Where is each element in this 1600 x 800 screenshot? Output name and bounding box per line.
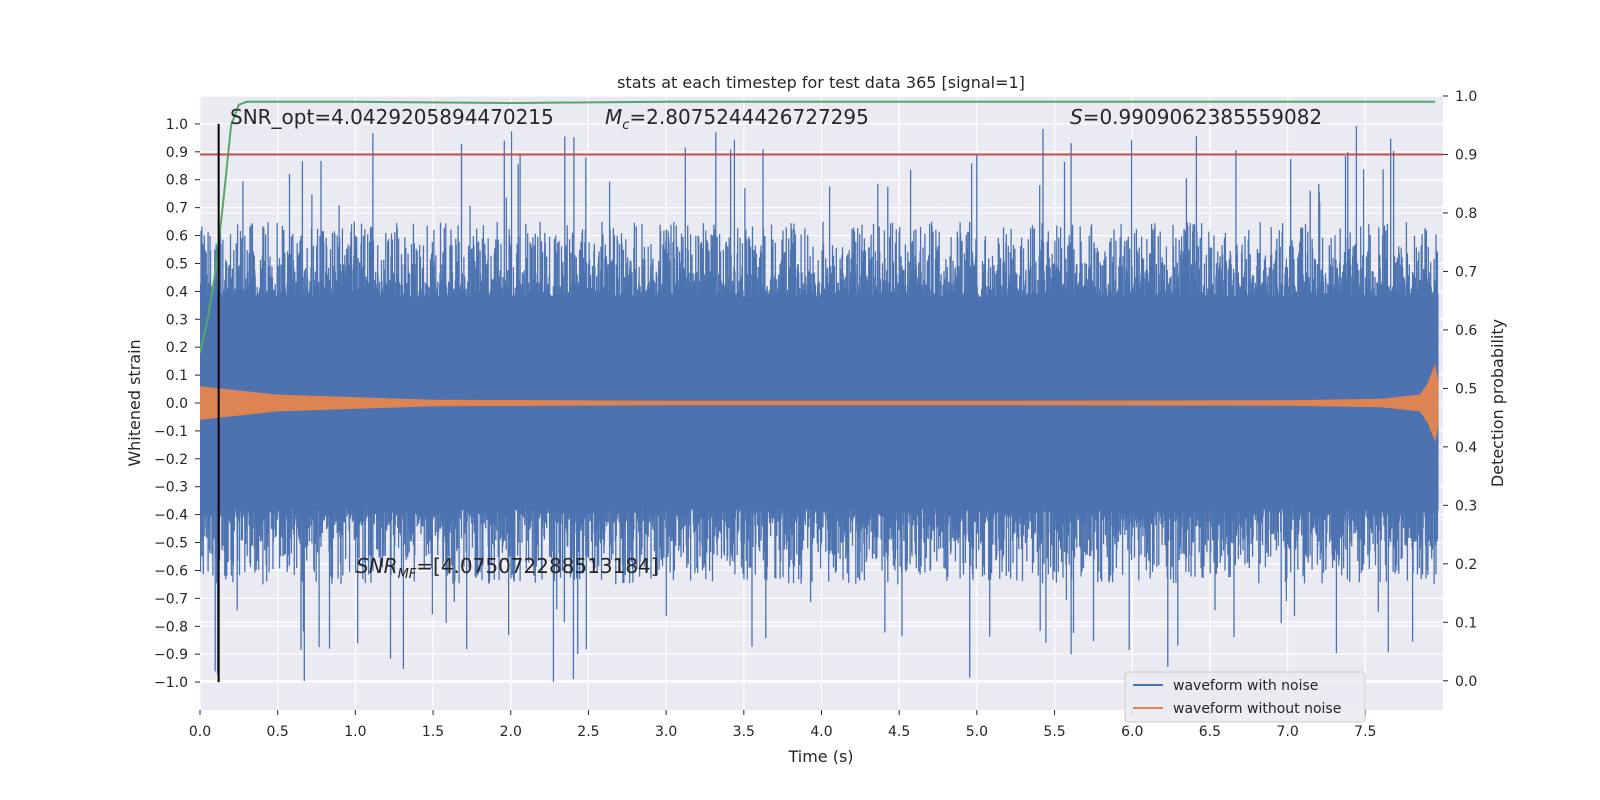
- y-tick-label: 0.8: [166, 173, 188, 189]
- y2-tick-label: 1.0: [1455, 89, 1477, 105]
- x-tick-label: 1.5: [422, 724, 444, 740]
- annotation-snr-mf: SNRMF=[4.075072288513184]: [356, 554, 659, 582]
- y-tick-label: 0.7: [166, 201, 188, 217]
- x-axis-label: Time (s): [787, 747, 853, 766]
- x-tick-label: 0.5: [267, 724, 289, 740]
- y2-axis-label: Detection probability: [1488, 319, 1507, 487]
- y-tick-label: 0.4: [166, 284, 188, 300]
- y2-tick-label: 0.5: [1455, 381, 1477, 397]
- ticks: 0.0 0.5 1.0 1.5 2.0 2.5 3.0 3.5 4.0 4.5 5.0 5.5 6.0 6…: [154, 89, 1477, 740]
- annotation-s-symbol: S: [1070, 105, 1083, 129]
- legend-label-noise: waveform with noise: [1173, 678, 1318, 694]
- x-tick-label: 3.5: [733, 724, 755, 740]
- y-tick-label: 0.6: [166, 229, 188, 245]
- y-tick-label: 0.9: [166, 145, 188, 161]
- y-tick-label: −0.7: [154, 591, 188, 607]
- annotation-s-value: =0.9909062385559082: [1083, 105, 1322, 129]
- y-tick-label: 0.2: [166, 340, 188, 356]
- chart-title: stats at each timestep for test data 365…: [617, 73, 1025, 92]
- y2-tick-label: 0.2: [1455, 557, 1477, 573]
- x-tick-label: 5.5: [1043, 724, 1065, 740]
- annotation-chirp-mass-value: =2.8075244426727295: [629, 105, 868, 129]
- series-clean-waveform: [200, 363, 1439, 443]
- annotation-chirp-mass: Mc=2.8075244426727295: [605, 105, 869, 133]
- x-tick-label: 7.5: [1354, 724, 1376, 740]
- y2-tick-label: 0.8: [1455, 206, 1477, 222]
- y-tick-label: −0.8: [154, 619, 188, 635]
- x-tick-label: 1.0: [344, 724, 366, 740]
- x-tick-label: 2.0: [500, 724, 522, 740]
- y2-tick-label: 0.1: [1455, 615, 1477, 631]
- x-tick-label: 5.0: [966, 724, 988, 740]
- x-tick-label: 6.0: [1121, 724, 1143, 740]
- series-layer: [200, 100, 1443, 683]
- y2-tick-label: 0.4: [1455, 440, 1477, 456]
- y-tick-label: 0.1: [166, 368, 188, 384]
- y-tick-label: −0.3: [154, 480, 188, 496]
- legend: waveform with noise waveform without noi…: [1124, 671, 1366, 723]
- x-tick-label: 2.5: [577, 724, 599, 740]
- y-tick-label: −0.4: [154, 508, 188, 524]
- y2-tick-label: 0.0: [1455, 674, 1477, 690]
- x-tick-label: 4.0: [810, 724, 832, 740]
- y-axis-label: Whitened strain: [125, 339, 144, 466]
- y-tick-label: 0.3: [166, 312, 188, 328]
- annotation-s: S=0.9909062385559082: [1070, 105, 1322, 129]
- y-tick-label: −0.2: [154, 452, 188, 468]
- annotation-snr-opt: SNR_opt=4.0429205894470215: [230, 105, 554, 129]
- y-tick-label: −0.1: [154, 424, 188, 440]
- plot-content: [200, 100, 1443, 682]
- annotation-snr-mf-subscript: MF: [398, 567, 417, 582]
- y-tick-label: 0.5: [166, 256, 188, 272]
- legend-label-clean: waveform without noise: [1173, 701, 1341, 717]
- y-tick-label: −0.5: [154, 536, 188, 552]
- x-tick-label: 3.0: [655, 724, 677, 740]
- y-tick-label: −1.0: [154, 675, 188, 691]
- y2-tick-label: 0.9: [1455, 147, 1477, 163]
- y-tick-label: 1.0: [166, 117, 188, 133]
- x-tick-label: 7.0: [1276, 724, 1298, 740]
- series-detection-probability: [200, 100, 1436, 354]
- y-tick-label: −0.9: [154, 647, 188, 663]
- y-tick-label: −0.6: [154, 563, 188, 579]
- x-tick-label: 4.5: [888, 724, 910, 740]
- annotation-snr-mf-symbol: SNR: [356, 554, 398, 578]
- y2-tick-label: 0.7: [1455, 264, 1477, 280]
- y2-tick-label: 0.3: [1455, 498, 1477, 514]
- x-tick-label: 6.5: [1199, 724, 1221, 740]
- annotation-chirp-mass-subscript: c: [622, 118, 629, 133]
- annotation-snr-mf-value: =[4.075072288513184]: [416, 554, 658, 578]
- y2-tick-label: 0.6: [1455, 323, 1477, 339]
- series-noise-spikes: [200, 126, 1439, 682]
- annotation-chirp-mass-symbol: M: [605, 105, 622, 129]
- legend-box: [1124, 671, 1366, 723]
- y-tick-label: 0.0: [166, 396, 188, 412]
- x-tick-label: 0.0: [189, 724, 211, 740]
